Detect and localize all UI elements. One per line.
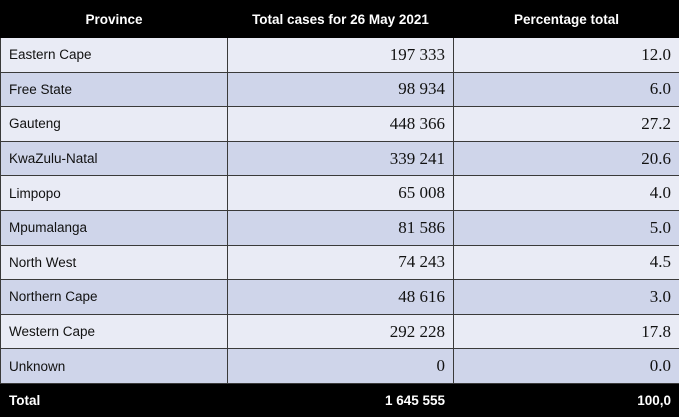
percent-cell: 12.0 [453, 37, 679, 73]
table-row: Eastern Cape 197 333 12.0 [0, 37, 679, 73]
cases-cell: 74 243 [227, 244, 454, 281]
percent-cell: 4.5 [453, 244, 679, 281]
cases-cell: 0 [227, 348, 454, 384]
total-percent: 100,0 [453, 382, 679, 417]
province-cell: Limpopo [0, 175, 228, 211]
cases-cell: 339 241 [227, 140, 454, 177]
table-row: Limpopo 65 008 4.0 [0, 175, 679, 211]
province-cell: Gauteng [0, 106, 228, 142]
cases-cell: 292 228 [227, 313, 454, 350]
cases-cell: 448 366 [227, 106, 454, 142]
percent-cell: 17.8 [453, 313, 679, 350]
province-cell: KwaZulu-Natal [0, 140, 228, 177]
table-row: Free State 98 934 6.0 [0, 71, 679, 108]
cases-cell: 48 616 [227, 279, 454, 315]
table-header-row: Province Total cases for 26 May 2021 Per… [0, 0, 679, 38]
percent-cell: 3.0 [453, 279, 679, 315]
province-cell: Unknown [0, 348, 228, 384]
province-cell: Eastern Cape [0, 37, 228, 73]
province-cell: Free State [0, 71, 228, 108]
total-cases: 1 645 555 [227, 382, 454, 417]
percent-cell: 4.0 [453, 175, 679, 211]
total-label: Total [0, 382, 228, 417]
cases-cell: 98 934 [227, 71, 454, 108]
table-row: Gauteng 448 366 27.2 [0, 106, 679, 142]
province-cell: Mpumalanga [0, 209, 228, 246]
percent-cell: 0.0 [453, 348, 679, 384]
percent-cell: 5.0 [453, 209, 679, 246]
province-cell: North West [0, 244, 228, 281]
header-total-cases: Total cases for 26 May 2021 [227, 0, 454, 38]
table-row: KwaZulu-Natal 339 241 20.6 [0, 140, 679, 177]
percent-cell: 20.6 [453, 140, 679, 177]
cases-cell: 197 333 [227, 37, 454, 73]
percent-cell: 27.2 [453, 106, 679, 142]
table-row: Northern Cape 48 616 3.0 [0, 279, 679, 315]
percent-cell: 6.0 [453, 71, 679, 108]
header-province: Province [0, 0, 228, 38]
province-cell: Western Cape [0, 313, 228, 350]
total-row: Total 1 645 555 100,0 [0, 382, 679, 417]
table-row: Mpumalanga 81 586 5.0 [0, 209, 679, 246]
table-row: North West 74 243 4.5 [0, 244, 679, 281]
header-percentage: Percentage total [453, 0, 679, 38]
cases-cell: 65 008 [227, 175, 454, 211]
table-row: Western Cape 292 228 17.8 [0, 313, 679, 350]
cases-cell: 81 586 [227, 209, 454, 246]
table-row: Unknown 0 0.0 [0, 348, 679, 384]
province-cell: Northern Cape [0, 279, 228, 315]
